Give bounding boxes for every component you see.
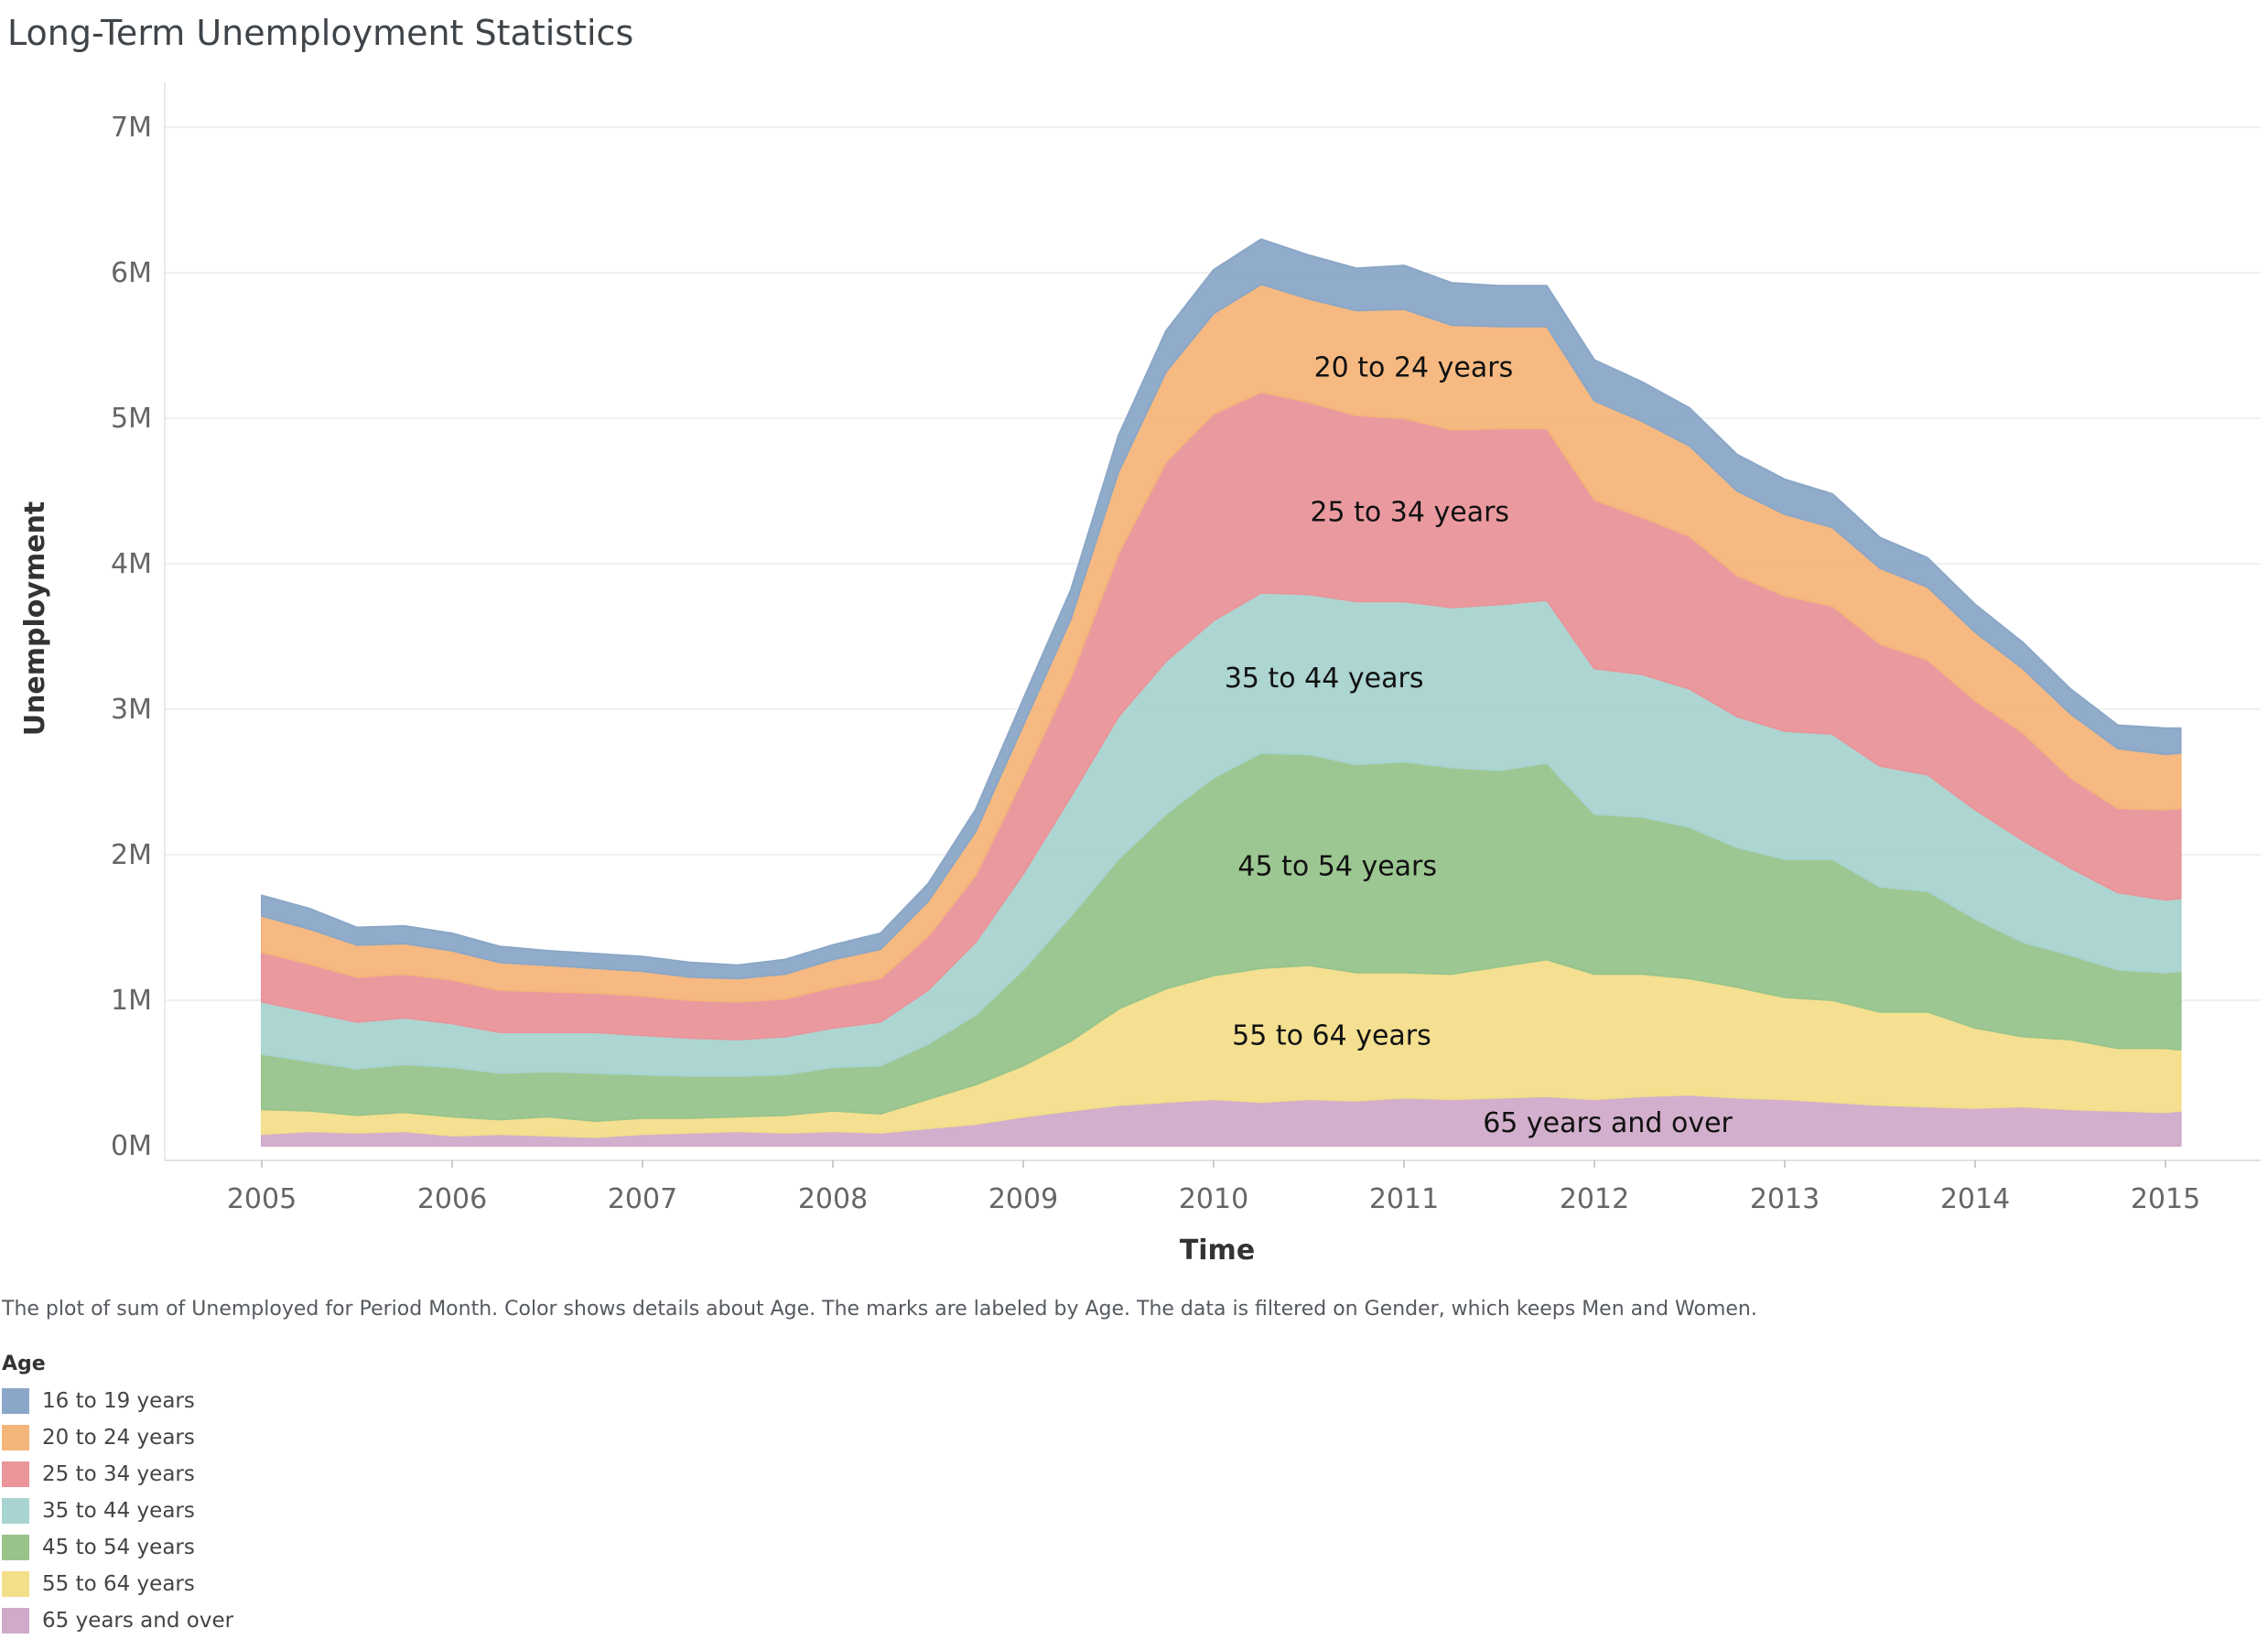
series-annotation: 65 years and over xyxy=(1483,1107,1733,1139)
y-tick-label: 4M xyxy=(111,548,152,580)
x-tick-label: 2006 xyxy=(417,1183,487,1215)
series-annotation: 20 to 24 years xyxy=(1314,351,1514,383)
x-tick-label: 2009 xyxy=(988,1183,1058,1215)
area-series[interactable] xyxy=(261,238,2182,1147)
x-tick-label: 2014 xyxy=(1940,1183,2010,1215)
y-axis-title: Unemployment xyxy=(19,501,51,737)
chart-caption: The plot of sum of Unemployed for Period… xyxy=(2,1298,1757,1321)
series-annotation: 25 to 34 years xyxy=(1310,496,1509,528)
legend-item[interactable]: 55 to 64 years xyxy=(2,1566,233,1602)
legend-label: 25 to 34 years xyxy=(42,1462,195,1486)
x-tick-label: 2013 xyxy=(1750,1183,1820,1215)
series-annotation: 55 to 64 years xyxy=(1232,1019,1431,1051)
legend-item[interactable]: 65 years and over xyxy=(2,1602,233,1639)
legend-swatch xyxy=(2,1535,29,1560)
legend-item[interactable]: 16 to 19 years xyxy=(2,1383,233,1419)
x-tick-label: 2008 xyxy=(798,1183,868,1215)
x-tick-label: 2005 xyxy=(227,1183,297,1215)
x-tick-label: 2010 xyxy=(1179,1183,1248,1215)
legend-item[interactable]: 25 to 34 years xyxy=(2,1456,233,1493)
chart-title: Long-Term Unemployment Statistics xyxy=(7,13,634,53)
area-16-to-19-years[interactable] xyxy=(261,238,2182,980)
legend-item[interactable]: 35 to 44 years xyxy=(2,1493,233,1529)
legend: Age 16 to 19 years 20 to 24 years 25 to 34… xyxy=(2,1353,233,1639)
legend-swatch xyxy=(2,1498,29,1524)
series-annotations: 20 to 24 years 25 to 34 years 35 to 44 yea… xyxy=(1225,351,1733,1139)
series-annotation: 35 to 44 years xyxy=(1225,663,1424,695)
legend-swatch xyxy=(2,1388,29,1414)
x-tick-label: 2011 xyxy=(1369,1183,1439,1215)
x-axis-title: Time xyxy=(1180,1235,1255,1267)
y-tick-label: 0M xyxy=(111,1130,152,1162)
legend-title: Age xyxy=(2,1353,46,1375)
legend-label: 16 to 19 years xyxy=(42,1389,195,1413)
legend-swatch xyxy=(2,1608,29,1634)
y-tick-label: 3M xyxy=(111,694,152,726)
legend-label: 45 to 54 years xyxy=(42,1536,195,1559)
legend-label: 35 to 44 years xyxy=(42,1499,195,1523)
legend-label: 65 years and over xyxy=(42,1609,234,1633)
legend-swatch xyxy=(2,1461,29,1487)
legend-label: 20 to 24 years xyxy=(42,1426,195,1450)
legend-swatch xyxy=(2,1425,29,1450)
y-tick-label: 2M xyxy=(111,839,152,871)
legend-items: 16 to 19 years 20 to 24 years 25 to 34 yea… xyxy=(2,1383,233,1639)
x-tick-label: 2012 xyxy=(1560,1183,1629,1215)
x-tick-label: 2007 xyxy=(608,1183,677,1215)
legend-swatch xyxy=(2,1571,29,1597)
y-tick-label: 6M xyxy=(111,257,152,289)
stacked-area-chart: 0M 1M 2M 3M 4M 5M 6M 7M 2005 2006 2007 2008 2009 2010… xyxy=(19,82,2261,1267)
x-tick-label: 2015 xyxy=(2131,1183,2200,1215)
legend-label: 55 to 64 years xyxy=(42,1572,195,1596)
legend-item[interactable]: 45 to 54 years xyxy=(2,1529,233,1566)
y-tick-label: 1M xyxy=(111,985,152,1017)
legend-item[interactable]: 20 to 24 years xyxy=(2,1419,233,1456)
axes: 0M 1M 2M 3M 4M 5M 6M 7M 2005 2006 2007 2008 2009 2010… xyxy=(111,82,2261,1215)
y-tick-label: 5M xyxy=(111,403,152,435)
y-tick-label: 7M xyxy=(111,112,152,144)
series-annotation: 45 to 54 years xyxy=(1237,850,1437,882)
